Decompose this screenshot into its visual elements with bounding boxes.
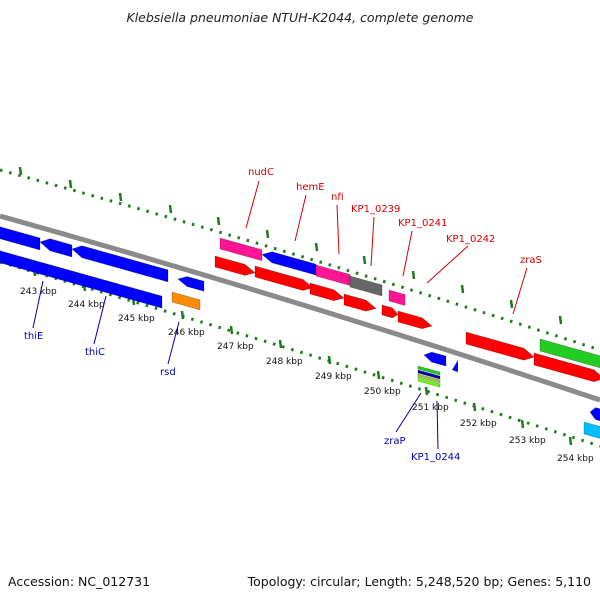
- genome-backbone: [0, 213, 600, 403]
- kbp-label-251: 251 kbp: [412, 403, 449, 413]
- gene-KP1_0241: [388, 289, 406, 306]
- gene-labels-bottom: thiE thiC rsd zraP KP1_0244: [24, 331, 460, 463]
- outer-major-tick: [460, 284, 465, 294]
- outer-dotted-track: [0, 168, 600, 352]
- gene-features: [0, 226, 600, 439]
- gene-label-KP1_0241: KP1_0241: [398, 218, 447, 229]
- gene-KP1_0244-blue: [417, 369, 441, 380]
- leader-line: [32, 280, 44, 329]
- gene-arrow: [589, 407, 600, 422]
- gene-label-KP1_0242: KP1_0242: [446, 234, 495, 245]
- gene-label-KP1_0239: KP1_0239: [351, 204, 400, 215]
- kbp-label-248: 248 kbp: [266, 357, 303, 367]
- kbp-label-249: 249 kbp: [315, 372, 352, 382]
- outer-major-tick: [168, 204, 173, 214]
- gene-label-thiE: thiE: [24, 331, 43, 342]
- gene-nudC: [219, 237, 263, 262]
- kbp-label-245: 245 kbp: [118, 314, 155, 324]
- gene-arrow: [214, 255, 256, 276]
- genome-summary-text: Topology: circular; Length: 5,248,520 bp…: [247, 574, 591, 589]
- gene-label-nudC: nudC: [248, 167, 274, 178]
- gene-arrow: [177, 276, 205, 292]
- outer-major-tick: [118, 192, 123, 202]
- inner-major-tick: [327, 355, 332, 365]
- gene-KP1_0244-green: [417, 365, 441, 376]
- outer-major-tick: [558, 315, 563, 325]
- leader-line: [93, 295, 107, 345]
- label-leader-lines: [32, 180, 528, 450]
- gene-arrow: [254, 265, 314, 291]
- inner-major-tick: [520, 419, 525, 429]
- gene-arrow: [39, 238, 73, 258]
- gene-arrow: [0, 250, 163, 309]
- gene-hemE: [261, 251, 317, 276]
- gene-arrow: [583, 421, 600, 439]
- gene-label-zraS: zraS: [520, 255, 542, 266]
- gene-arrow: [71, 245, 169, 283]
- gene-arrow: [0, 226, 41, 251]
- outer-major-tick: [509, 299, 514, 309]
- outer-major-tick: [362, 255, 367, 265]
- accession-text: Accession: NC_012731: [8, 574, 150, 589]
- leader-line: [294, 194, 307, 242]
- map-title: Klebsiella pneumoniae NTUH-K2044, comple…: [127, 10, 474, 25]
- outer-major-tick: [411, 270, 416, 280]
- inner-major-tick: [568, 436, 573, 446]
- gene-label-nfi: nfi: [331, 192, 344, 203]
- leader-line: [336, 204, 340, 255]
- gene-nfi: [315, 264, 351, 286]
- inner-major-tick: [376, 370, 381, 380]
- leader-line: [370, 216, 375, 267]
- kbp-label-250: 250 kbp: [364, 387, 401, 397]
- gene-arrow: [343, 293, 377, 312]
- kbp-label-254: 254 kbp: [557, 454, 594, 464]
- leader-line: [512, 267, 528, 315]
- leader-line: [402, 230, 413, 277]
- kbp-label-253: 253 kbp: [509, 436, 546, 446]
- gene-label-rsd: rsd: [160, 367, 176, 378]
- leader-line: [395, 392, 422, 433]
- inner-major-tick: [229, 325, 234, 335]
- leader-line: [167, 321, 180, 365]
- gene-KP1_0244-lime: [417, 377, 441, 388]
- gene-arrow: [539, 338, 600, 369]
- inner-major-tick: [424, 386, 429, 396]
- leader-line: [245, 180, 260, 229]
- kbp-label-246: 246 kbp: [168, 328, 205, 338]
- leader-line: [426, 245, 469, 284]
- inner-major-tick: [180, 310, 185, 320]
- gene-zraP: [423, 351, 447, 367]
- gene-arrow: [309, 282, 345, 302]
- kbp-label-243: 243 kbp: [20, 287, 57, 297]
- leader-line: [436, 400, 439, 450]
- outer-major-tick: [314, 242, 319, 252]
- dotted-tick-tracks: [0, 168, 600, 448]
- kbp-label-252: 252 kbp: [460, 419, 497, 429]
- kbp-label-247: 247 kbp: [217, 342, 254, 352]
- outer-major-tick: [68, 179, 73, 189]
- inner-major-tick: [472, 402, 477, 412]
- gene-label-thiC: thiC: [85, 347, 105, 358]
- gene-KP1_0239: [349, 275, 383, 297]
- outer-major-tick: [216, 216, 221, 226]
- kbp-labels: 243 kbp 244 kbp 245 kbp 246 kbp 247 kbp …: [20, 287, 594, 464]
- gene-small-arrow: [452, 360, 458, 372]
- gene-label-zraP: zraP: [384, 436, 406, 447]
- gene-arrow: [397, 310, 433, 330]
- outer-major-tick: [265, 229, 270, 239]
- gene-orange: [171, 291, 201, 311]
- gene-label-KP1_0244: KP1_0244: [411, 452, 460, 463]
- kbp-label-244: 244 kbp: [68, 300, 105, 310]
- gene-KP1_0244-olive: [417, 373, 441, 384]
- gene-label-hemE: hemE: [296, 182, 325, 193]
- gene-zraS: [465, 331, 535, 361]
- gene-labels-top: nudC hemE nfi KP1_0239 KP1_0241 KP1_0242…: [248, 167, 542, 266]
- outer-major-tick: [18, 166, 23, 176]
- gene-arrow: [533, 352, 600, 383]
- gene-arrow: [381, 304, 399, 319]
- inner-major-tick: [278, 339, 283, 349]
